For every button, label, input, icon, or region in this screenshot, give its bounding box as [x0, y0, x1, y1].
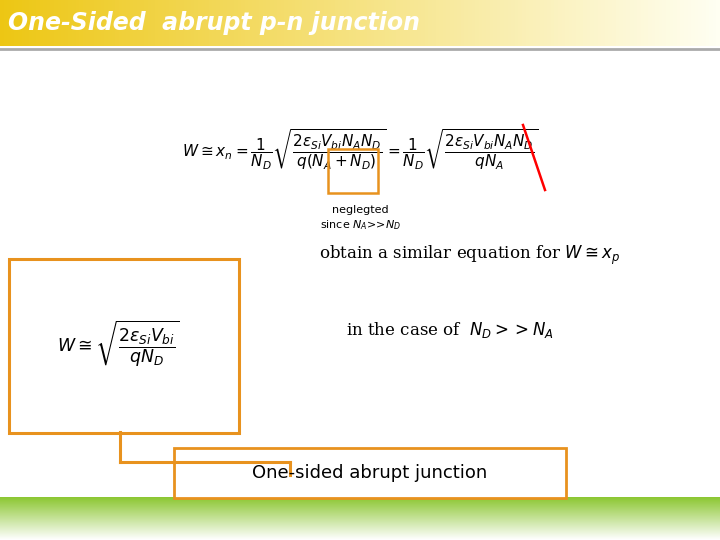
Text: One-sided abrupt junction: One-sided abrupt junction	[253, 464, 487, 482]
FancyBboxPatch shape	[9, 259, 239, 433]
Text: neglegted: neglegted	[332, 205, 388, 215]
Text: obtain a similar equation for $W \cong x_p$: obtain a similar equation for $W \cong x…	[320, 244, 621, 267]
Text: $W \cong x_n = \dfrac{1}{N_D}\sqrt{\dfrac{2\varepsilon_{Si}V_{bi}N_A N_D}{q\left: $W \cong x_n = \dfrac{1}{N_D}\sqrt{\dfra…	[182, 128, 538, 172]
FancyBboxPatch shape	[174, 448, 566, 498]
Text: in the case of  $N_D >> N_A$: in the case of $N_D >> N_A$	[346, 320, 554, 340]
Text: $W \cong \sqrt{\dfrac{2\varepsilon_{Si}V_{bi}}{qN_D}}$: $W \cong \sqrt{\dfrac{2\varepsilon_{Si}V…	[57, 319, 179, 369]
Text: since $N_A$>>$N_D$: since $N_A$>>$N_D$	[320, 218, 400, 232]
Text: One-Sided  abrupt p-n junction: One-Sided abrupt p-n junction	[8, 11, 420, 35]
